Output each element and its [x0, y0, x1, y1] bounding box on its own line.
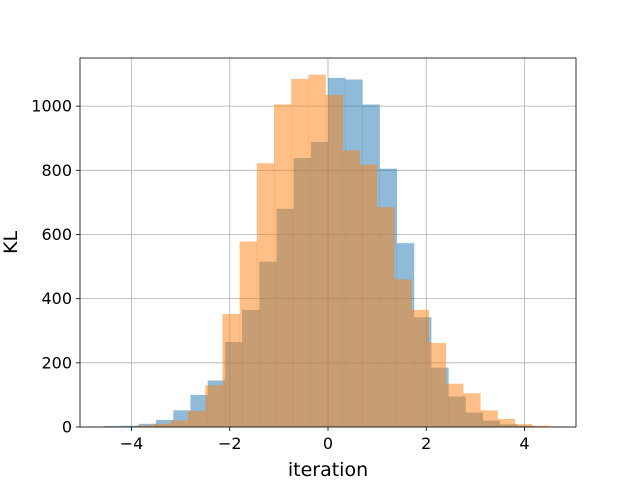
- histogram-bar: [497, 418, 515, 427]
- histogram-bar: [291, 78, 309, 428]
- histogram-bar: [205, 385, 223, 427]
- histogram-bar: [153, 423, 172, 427]
- histogram-bars: [104, 74, 550, 428]
- x-tick-label: 0: [323, 434, 333, 453]
- histogram-bar: [463, 393, 481, 427]
- y-tick-label: 600: [41, 225, 72, 244]
- x-tick-label: 2: [421, 434, 431, 453]
- series-2: [136, 74, 550, 428]
- histogram-bar: [136, 425, 154, 427]
- histogram-bar: [411, 309, 429, 427]
- histogram-bar: [394, 279, 412, 427]
- y-tick-label: 200: [41, 353, 72, 372]
- y-tick-label: 0: [62, 418, 72, 437]
- histogram-bar: [514, 424, 533, 427]
- histogram-bar: [256, 163, 275, 427]
- histogram-bar: [480, 410, 498, 427]
- histogram-bar: [138, 423, 157, 427]
- x-tick-label: −4: [120, 434, 144, 453]
- histogram-bar: [445, 383, 464, 427]
- histogram-bar: [273, 104, 292, 427]
- y-tick-label: 1000: [31, 97, 72, 116]
- histogram-bar: [170, 420, 189, 427]
- y-tick-label: 800: [41, 161, 72, 180]
- x-tick-label: −2: [218, 434, 242, 453]
- x-axis-label: iteration: [288, 459, 368, 480]
- histogram-bar: [531, 425, 550, 427]
- histogram-bar: [222, 314, 240, 427]
- histogram-bar: [239, 241, 258, 427]
- histogram-bar: [325, 94, 344, 428]
- histogram-bar: [308, 74, 326, 428]
- axis-ticks: −4 −2 0 2 4 0 200 400 600 800 1000: [31, 97, 529, 453]
- histogram-bar: [104, 426, 123, 427]
- y-axis-label: KL: [0, 231, 22, 254]
- histogram-bar: [428, 342, 447, 427]
- x-tick-label: 4: [519, 434, 529, 453]
- histogram-bar: [342, 150, 361, 427]
- histogram-bar: [121, 425, 140, 427]
- histogram-bar: [156, 419, 174, 427]
- histogram-bar: [359, 164, 378, 428]
- histogram-bar: [188, 410, 206, 427]
- histogram-bar: [377, 207, 395, 427]
- y-tick-label: 400: [41, 289, 72, 308]
